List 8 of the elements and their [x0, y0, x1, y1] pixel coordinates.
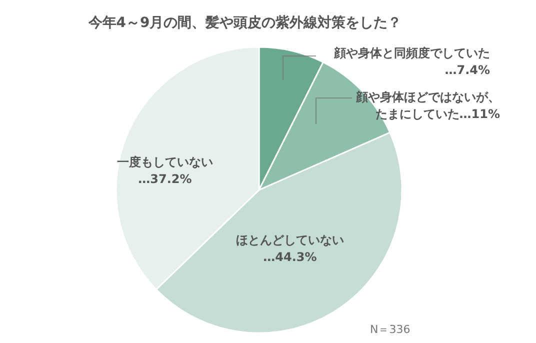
- text: N＝336: [370, 323, 410, 336]
- data-label: …44.3%: [263, 250, 317, 264]
- slice-label: 一度もしていない: [117, 155, 213, 169]
- data-label: …7.4%: [444, 63, 490, 77]
- slice-label: ほとんどしていない: [236, 233, 344, 247]
- slice-label: 顔や身体と同頻度でしていた: [333, 46, 490, 60]
- data-label: …37.2%: [138, 172, 192, 186]
- chart-title: 今年4～9月の間、髪や頭皮の紫外線対策をした？: [87, 14, 402, 31]
